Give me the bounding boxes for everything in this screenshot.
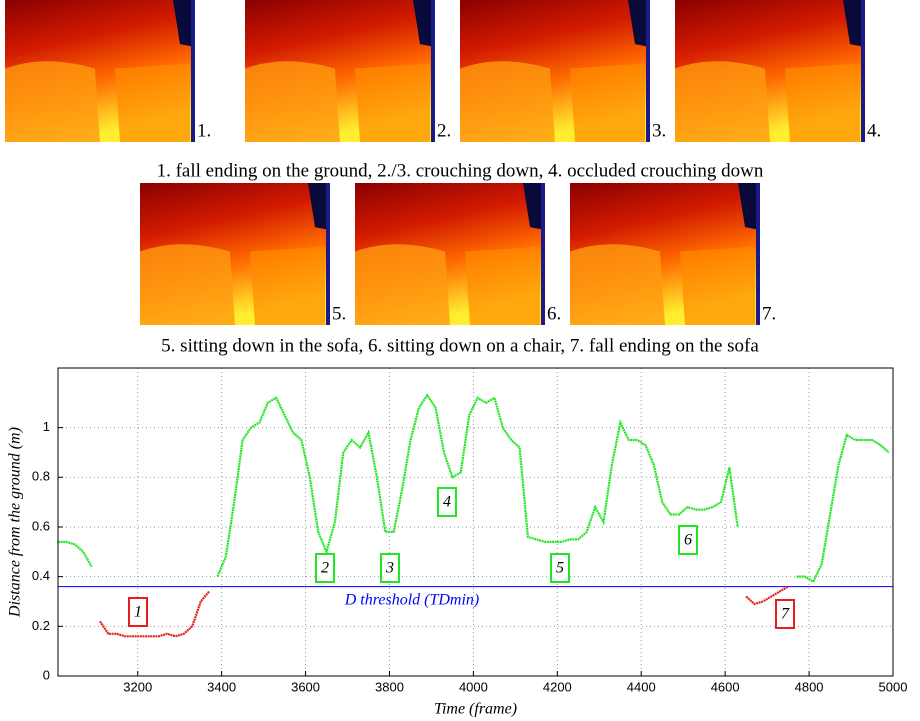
x-tick-label: 4400 (627, 679, 656, 694)
y-tick-label: 0.8 (32, 469, 50, 484)
image-label: 2. (437, 120, 451, 141)
x-tick-label: 4600 (711, 679, 740, 694)
x-tick-label: 3400 (207, 679, 236, 694)
caption: 5. sitting down in the sofa, 6. sitting … (161, 335, 759, 356)
y-axis-label: Distance from the ground (m) (7, 427, 24, 618)
caption: 1. fall ending on the ground, 2./3. crou… (157, 160, 764, 181)
annotation: 2 (321, 560, 329, 577)
plot-frame (57, 367, 894, 677)
annotation: 3 (385, 560, 394, 577)
x-tick-label: 4200 (543, 679, 572, 694)
depth-image (460, 0, 650, 142)
y-tick-label: 1 (43, 419, 50, 434)
depth-image (355, 183, 545, 325)
annotation-box (550, 553, 570, 583)
threshold-label: D threshold (TDmin) (344, 591, 480, 608)
x-axis-label: Time (frame) (434, 701, 517, 718)
data-line (99, 585, 789, 638)
annotation: 7 (781, 606, 790, 623)
x-tick-label: 3600 (291, 679, 320, 694)
image-label: 1. (197, 120, 211, 141)
annotation: 1 (134, 604, 142, 621)
annotation: 6 (684, 532, 692, 549)
x-tick-label: 4000 (459, 679, 488, 694)
depth-image (675, 0, 865, 142)
y-tick-label: 0.6 (32, 518, 50, 533)
image-label: 4. (867, 120, 881, 141)
x-tick-label: 3800 (375, 679, 404, 694)
depth-image (5, 0, 195, 142)
annotation-box (775, 599, 795, 629)
image-label: 6. (547, 303, 561, 324)
data-line (58, 393, 890, 584)
annotation: 4 (443, 494, 451, 511)
image-label: 5. (332, 303, 346, 324)
annotation-box (380, 553, 400, 583)
x-tick-label: 5000 (879, 679, 908, 694)
x-tick-label: 3200 (123, 679, 152, 694)
image-label: 3. (652, 120, 666, 141)
depth-image (570, 183, 760, 325)
annotation-box (128, 597, 148, 627)
depth-images: 1. 2. 3. 4. 5. 6. 7. (5, 0, 881, 325)
y-tick-label: 0.4 (32, 568, 50, 583)
annotation-box (315, 553, 335, 583)
annotation: 5 (556, 560, 564, 577)
y-tick-label: 0 (43, 667, 50, 682)
y-tick-label: 0.2 (32, 618, 50, 633)
image-label: 7. (762, 303, 776, 324)
x-tick-label: 4800 (795, 679, 824, 694)
annotation-box (678, 525, 698, 555)
annotation-box (437, 487, 457, 517)
depth-image (140, 183, 330, 325)
depth-image (245, 0, 435, 142)
